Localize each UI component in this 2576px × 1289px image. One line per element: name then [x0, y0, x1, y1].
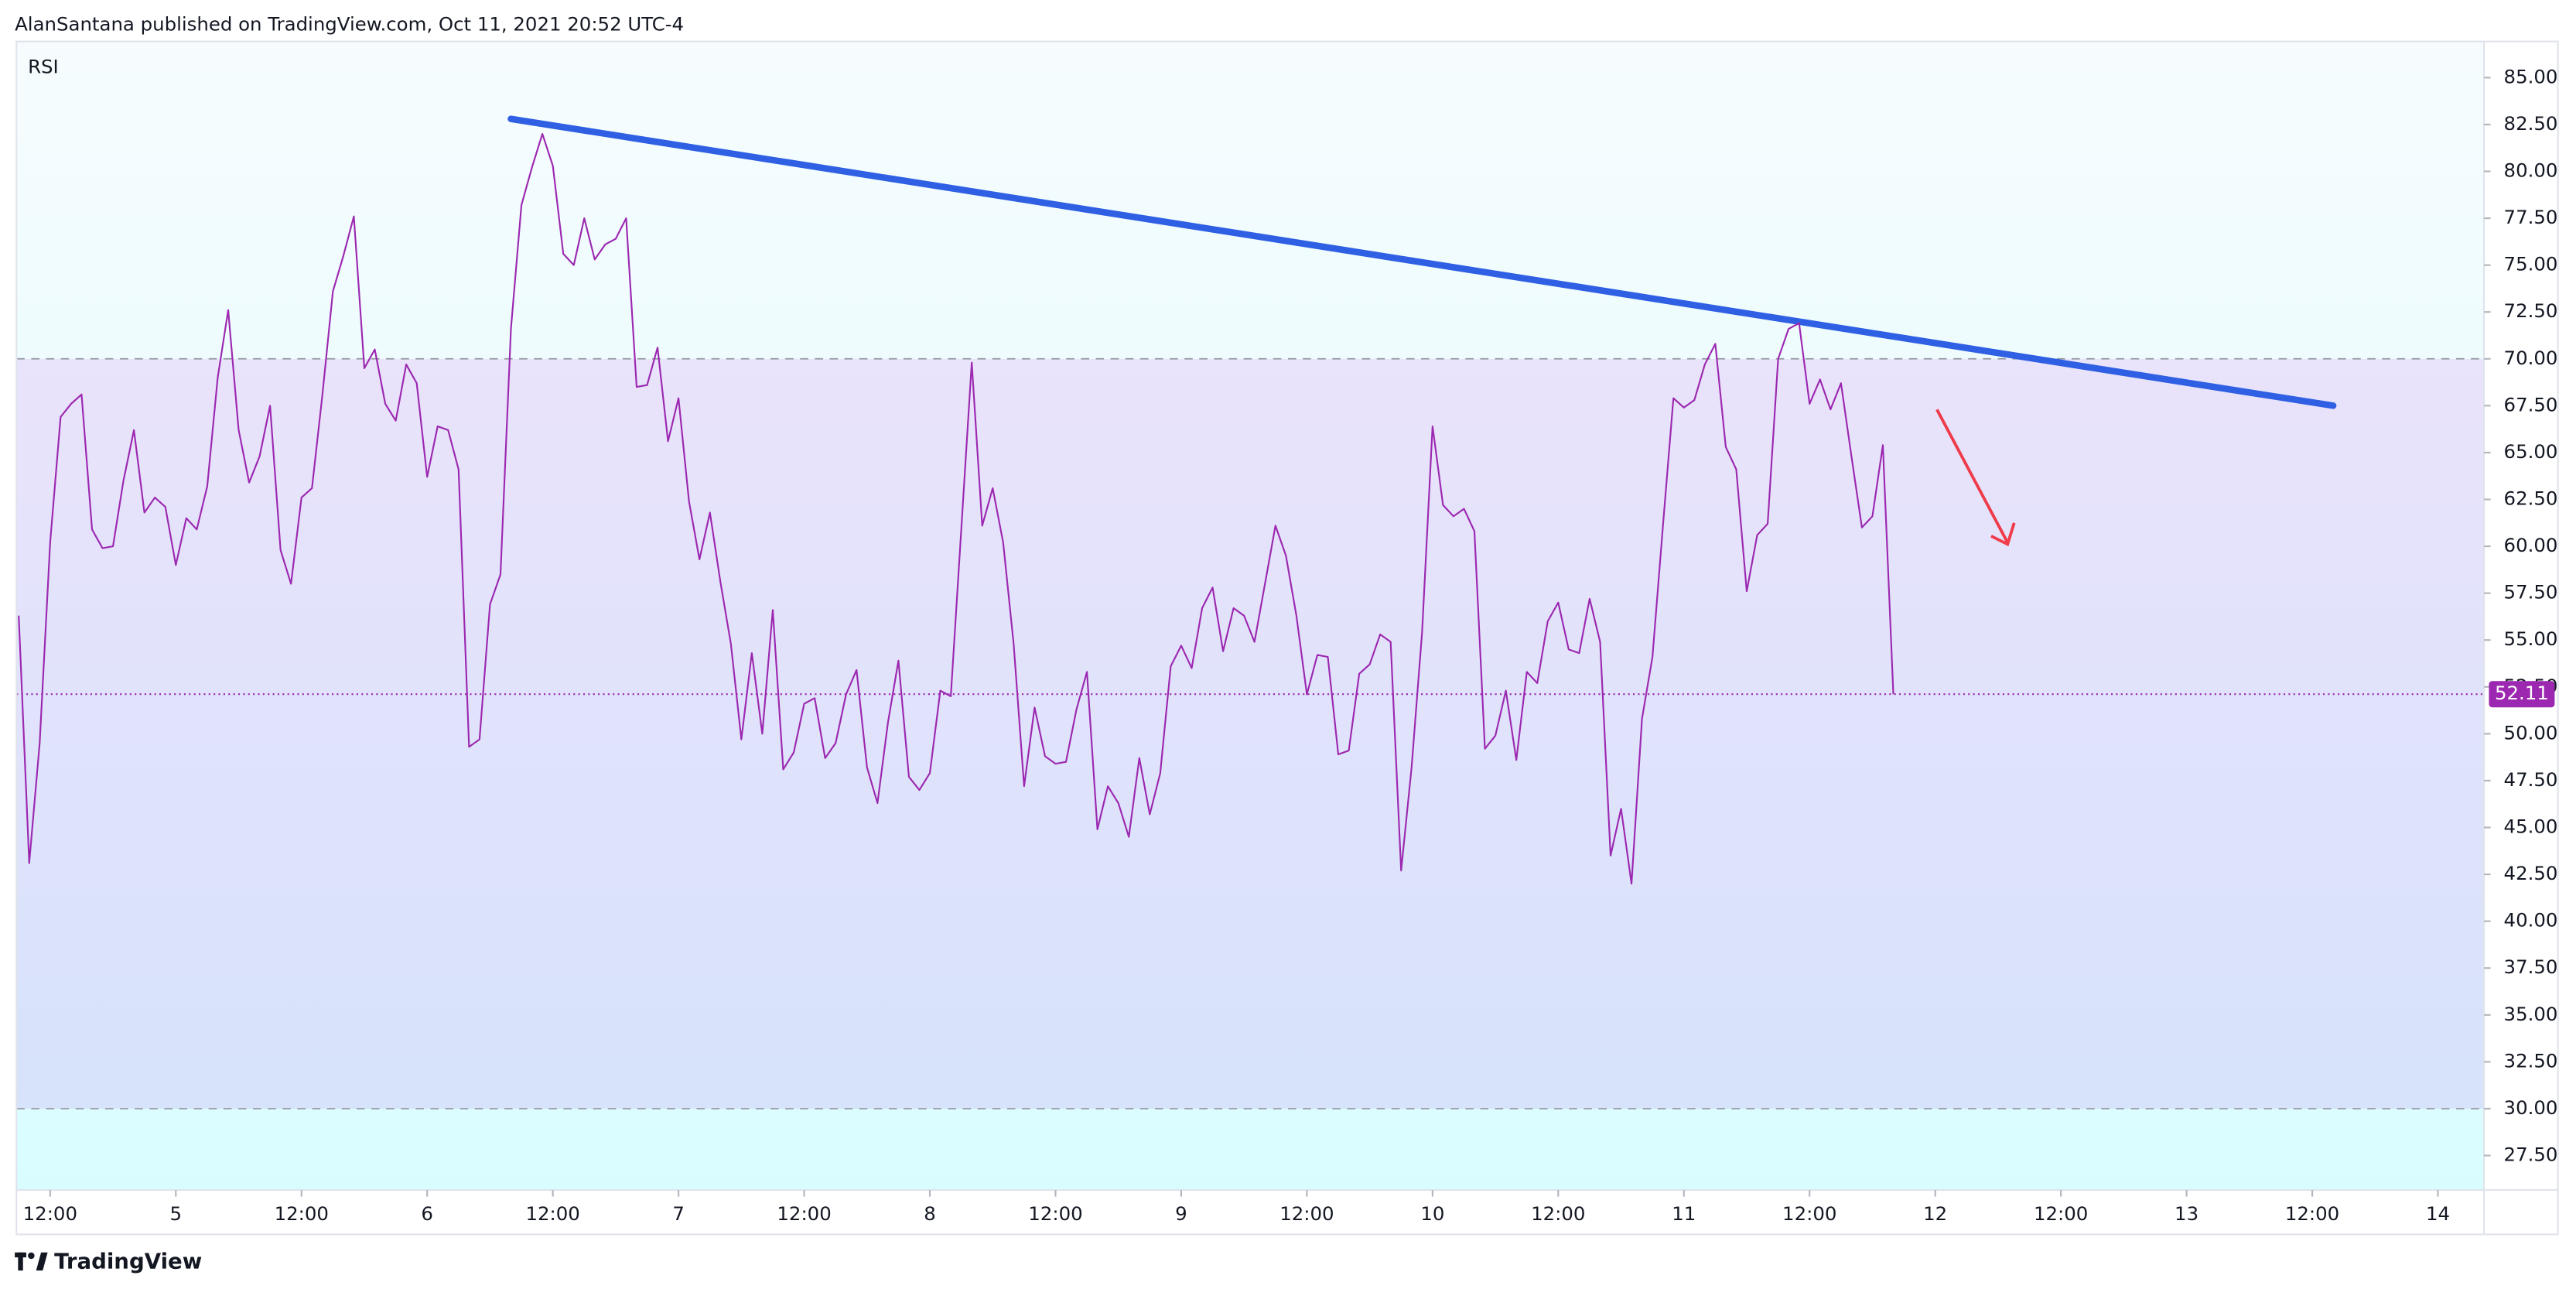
y-tick-label: 32.50 — [2504, 1049, 2558, 1072]
x-tick-label: 12:00 — [777, 1202, 831, 1225]
x-tick-label: 5 — [170, 1202, 183, 1225]
y-tick-label: 70.00 — [2504, 347, 2558, 369]
y-tick-label: 47.50 — [2504, 768, 2558, 791]
y-tick-label: 37.50 — [2504, 956, 2558, 978]
y-tick-label: 65.00 — [2504, 440, 2558, 463]
frame — [15, 40, 2559, 1236]
footer-logo — [15, 1252, 48, 1271]
header: AlanSantana published on TradingView.com… — [15, 12, 684, 35]
x-tick-label: 12:00 — [1531, 1202, 1585, 1225]
x-tick-label: 12:00 — [1782, 1202, 1836, 1225]
rsi-line — [18, 132, 1894, 885]
plot-area — [16, 115, 2485, 1109]
y-tick-label: 40.00 — [2504, 909, 2558, 932]
trendline — [507, 115, 2337, 409]
y-tick-label: 45.00 — [2504, 815, 2558, 837]
y-tick-label: 35.00 — [2504, 1003, 2558, 1025]
y-tick-label: 72.50 — [2504, 299, 2558, 322]
x-tick-label: 7 — [672, 1202, 685, 1225]
arrow — [1935, 409, 2016, 547]
footer: TradingView — [54, 1249, 202, 1274]
y-tick-label: 27.50 — [2504, 1143, 2558, 1165]
x-tick-label: 9 — [1175, 1202, 1187, 1225]
y-tick-label: 75.00 — [2504, 253, 2558, 275]
x-tick-label: 11 — [1672, 1202, 1696, 1225]
x-tick-label: 14 — [2426, 1202, 2450, 1225]
indicator-label: RSI — [28, 56, 59, 78]
band-fill — [16, 358, 2485, 1109]
y-tick-label: 85.00 — [2504, 65, 2558, 87]
last-value-badge — [2489, 681, 2555, 708]
x-tick-label: 8 — [924, 1202, 936, 1225]
x-tick-label: 13 — [2175, 1202, 2198, 1225]
x-tick-label: 12:00 — [1028, 1202, 1082, 1225]
y-tick-label: 67.50 — [2504, 393, 2558, 415]
y-tick-label: 77.50 — [2504, 206, 2558, 228]
y-tick-label: 42.50 — [2504, 862, 2558, 884]
x-tick-label: 12 — [1923, 1202, 1947, 1225]
x-tick-label: 12:00 — [525, 1202, 579, 1225]
x-tick-label: 12:00 — [275, 1202, 329, 1225]
y-tick-label: 82.50 — [2504, 112, 2558, 135]
x-tick-label: 6 — [421, 1202, 433, 1225]
last-value-label: 52.11 — [2495, 682, 2549, 704]
y-tick-label: 80.00 — [2504, 159, 2558, 181]
y-tick-label: 30.00 — [2504, 1096, 2558, 1119]
y-tick-label: 57.50 — [2504, 581, 2558, 603]
x-tick-label: 10 — [1420, 1202, 1444, 1225]
y-tick-label: 50.00 — [2504, 721, 2558, 744]
x-tick-label: 12:00 — [1279, 1202, 1334, 1225]
x-tick-label: 12:00 — [23, 1202, 77, 1225]
y-tick-label: 55.00 — [2504, 627, 2558, 650]
x-tick-label: 12:00 — [2285, 1202, 2339, 1225]
x-tick-label: 12:00 — [2034, 1202, 2088, 1225]
y-tick-label: 60.00 — [2504, 534, 2558, 556]
y-tick-label: 62.50 — [2504, 487, 2558, 509]
